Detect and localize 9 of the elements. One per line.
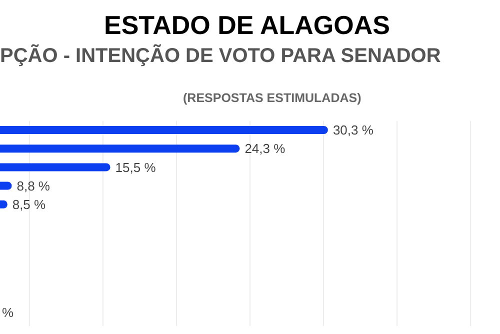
data-label: 8,5 %: [12, 197, 46, 212]
text: %: [2, 305, 14, 320]
data-label: 8,8 %: [16, 178, 50, 194]
data-label: 15,5 %: [115, 160, 156, 175]
chart-title: ESTADO DE ALAGOAS: [102, 10, 391, 41]
data-label: 24,3 %: [244, 141, 286, 156]
data-label: 30,3 %: [332, 122, 374, 138]
text: (RESPOSTAS ESTIMULADAS): [183, 91, 362, 105]
chart-subtitle: PÇÃO - INTENÇÃO DE VOTO PARA SENADOR: [0, 45, 442, 68]
